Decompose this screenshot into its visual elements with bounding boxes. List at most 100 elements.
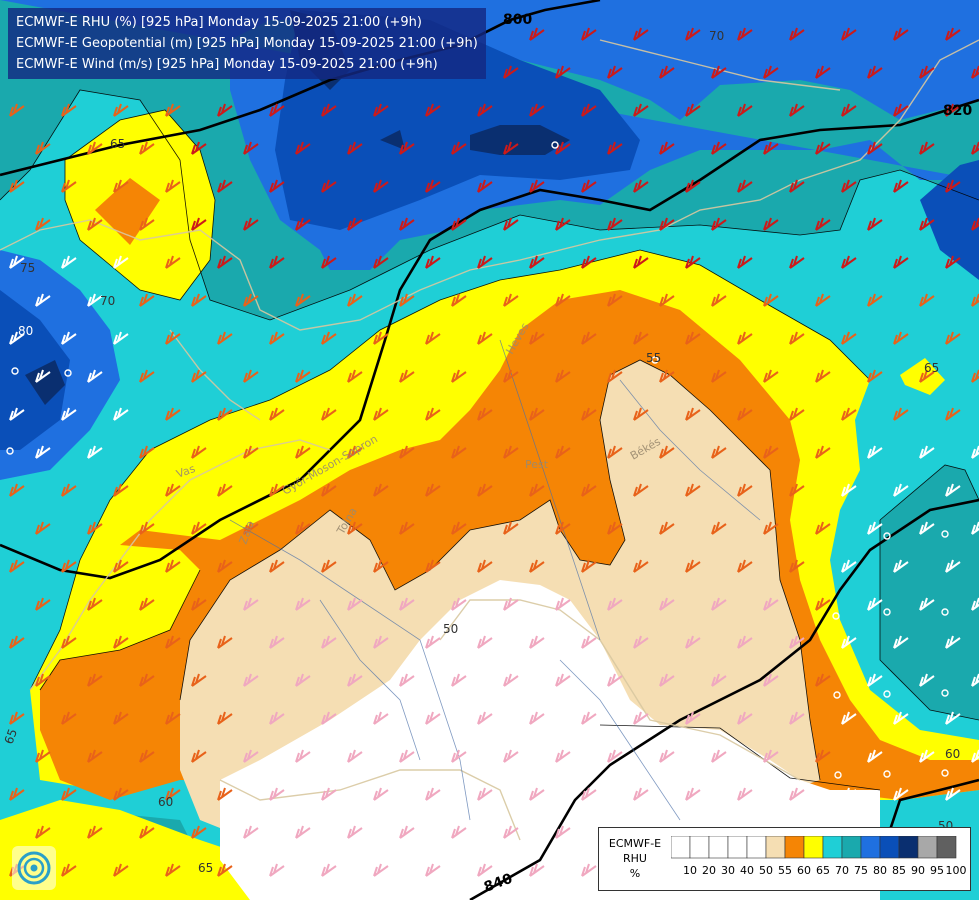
wind-barb bbox=[841, 27, 857, 41]
wind-barb bbox=[373, 787, 389, 801]
legend-tick-label: 95 bbox=[930, 864, 944, 877]
ecmwf-logo bbox=[12, 846, 56, 890]
wind-barb bbox=[477, 787, 493, 801]
wind-barb bbox=[867, 217, 883, 231]
wind-barb bbox=[139, 369, 155, 383]
legend-tick-label: 80 bbox=[873, 864, 887, 877]
wind-barb bbox=[477, 331, 493, 345]
label-geo-800: 800 bbox=[503, 12, 532, 28]
wind-barb bbox=[165, 331, 181, 345]
wind-barb bbox=[555, 749, 571, 763]
wind-barb bbox=[581, 407, 597, 421]
place-pest: Pest bbox=[525, 458, 549, 471]
wind-barb bbox=[685, 255, 701, 269]
wind-barb bbox=[893, 635, 909, 649]
wind-barb bbox=[9, 407, 25, 421]
legend-swatch bbox=[898, 836, 919, 859]
wind-barb bbox=[711, 445, 727, 459]
wind-barb bbox=[581, 787, 597, 801]
wind-barb bbox=[191, 369, 207, 383]
wind-barb bbox=[269, 711, 285, 725]
legend-swatch bbox=[708, 836, 729, 859]
wind-barb bbox=[815, 293, 831, 307]
wind-barb bbox=[451, 521, 467, 535]
wind-barb bbox=[555, 217, 571, 231]
wind-barb bbox=[35, 673, 51, 687]
wind-barb bbox=[659, 445, 675, 459]
contour-labels: 800 820 840 70 65 75 70 80 55 50 65 60 5… bbox=[2, 12, 973, 896]
wind-barb bbox=[295, 293, 311, 307]
wind-barb bbox=[711, 217, 727, 231]
legend-swatch bbox=[860, 836, 881, 859]
wind-barb bbox=[555, 445, 571, 459]
wind-barb bbox=[659, 597, 675, 611]
wind-barb bbox=[919, 445, 935, 459]
wind-barb bbox=[243, 217, 259, 231]
wind-barb bbox=[633, 483, 649, 497]
wind-barb bbox=[763, 521, 779, 535]
legend-title-var: RHU bbox=[623, 852, 647, 865]
wind-barb bbox=[945, 255, 961, 269]
wind-barb bbox=[295, 445, 311, 459]
wind-barb bbox=[607, 293, 623, 307]
wind-barb bbox=[399, 217, 415, 231]
wind-barb bbox=[139, 825, 155, 839]
wind-barb bbox=[9, 179, 25, 193]
legend-tick-label: 70 bbox=[835, 864, 849, 877]
header-wind: ECMWF-E Wind (m/s) [925 hPa] Monday 15-0… bbox=[16, 57, 438, 72]
legend-swatch bbox=[841, 836, 862, 859]
wind-barb bbox=[789, 27, 805, 41]
rh-band-75-se bbox=[880, 465, 979, 720]
wind-barb bbox=[87, 293, 103, 307]
wind-barb bbox=[373, 179, 389, 193]
wind-barb bbox=[113, 635, 129, 649]
wind-barb bbox=[295, 597, 311, 611]
wind-barb bbox=[711, 597, 727, 611]
wind-barb bbox=[685, 711, 701, 725]
wind-barb bbox=[113, 559, 129, 573]
wind-barb bbox=[555, 293, 571, 307]
wind-barb bbox=[685, 483, 701, 497]
wind-barb bbox=[35, 597, 51, 611]
wind-barb bbox=[685, 179, 701, 193]
wind-barb bbox=[737, 179, 753, 193]
wind-barb bbox=[893, 255, 909, 269]
wind-barb bbox=[217, 407, 233, 421]
wind-barb bbox=[815, 673, 831, 687]
wind-barb bbox=[581, 27, 597, 41]
wind-barb bbox=[165, 711, 181, 725]
wind-barb bbox=[529, 711, 545, 725]
wind-barb bbox=[373, 103, 389, 117]
wind-barb bbox=[295, 369, 311, 383]
legend-tick-label: 20 bbox=[702, 864, 716, 877]
legend-tick-label: 30 bbox=[721, 864, 735, 877]
wind-barb bbox=[893, 787, 909, 801]
wind-barb bbox=[399, 597, 415, 611]
rh-band-85-e bbox=[920, 160, 979, 280]
header-geopotential: ECMWF-E Geopotential (m) [925 hPa] Monda… bbox=[16, 36, 478, 51]
wind-barb bbox=[581, 863, 597, 877]
wind-barb bbox=[711, 369, 727, 383]
wind-barb bbox=[399, 749, 415, 763]
wind-barb bbox=[529, 559, 545, 573]
wind-barb bbox=[737, 407, 753, 421]
legend-swatch bbox=[936, 836, 957, 859]
wind-barb bbox=[139, 445, 155, 459]
wind-barb bbox=[763, 293, 779, 307]
legend-swatch bbox=[689, 836, 710, 859]
legend-swatch bbox=[822, 836, 843, 859]
wind-barb bbox=[659, 65, 675, 79]
wind-barb bbox=[191, 217, 207, 231]
wind-barb bbox=[217, 103, 233, 117]
wind-barb bbox=[555, 141, 571, 155]
wind-barb bbox=[9, 787, 25, 801]
wind-barb bbox=[685, 27, 701, 41]
wind-barb bbox=[425, 103, 441, 117]
wind-barb bbox=[165, 483, 181, 497]
wind-barb bbox=[347, 445, 363, 459]
wind-barb bbox=[607, 369, 623, 383]
wind-barb bbox=[581, 711, 597, 725]
borders bbox=[0, 39, 979, 841]
wind-barb bbox=[217, 483, 233, 497]
wind-barb bbox=[685, 331, 701, 345]
